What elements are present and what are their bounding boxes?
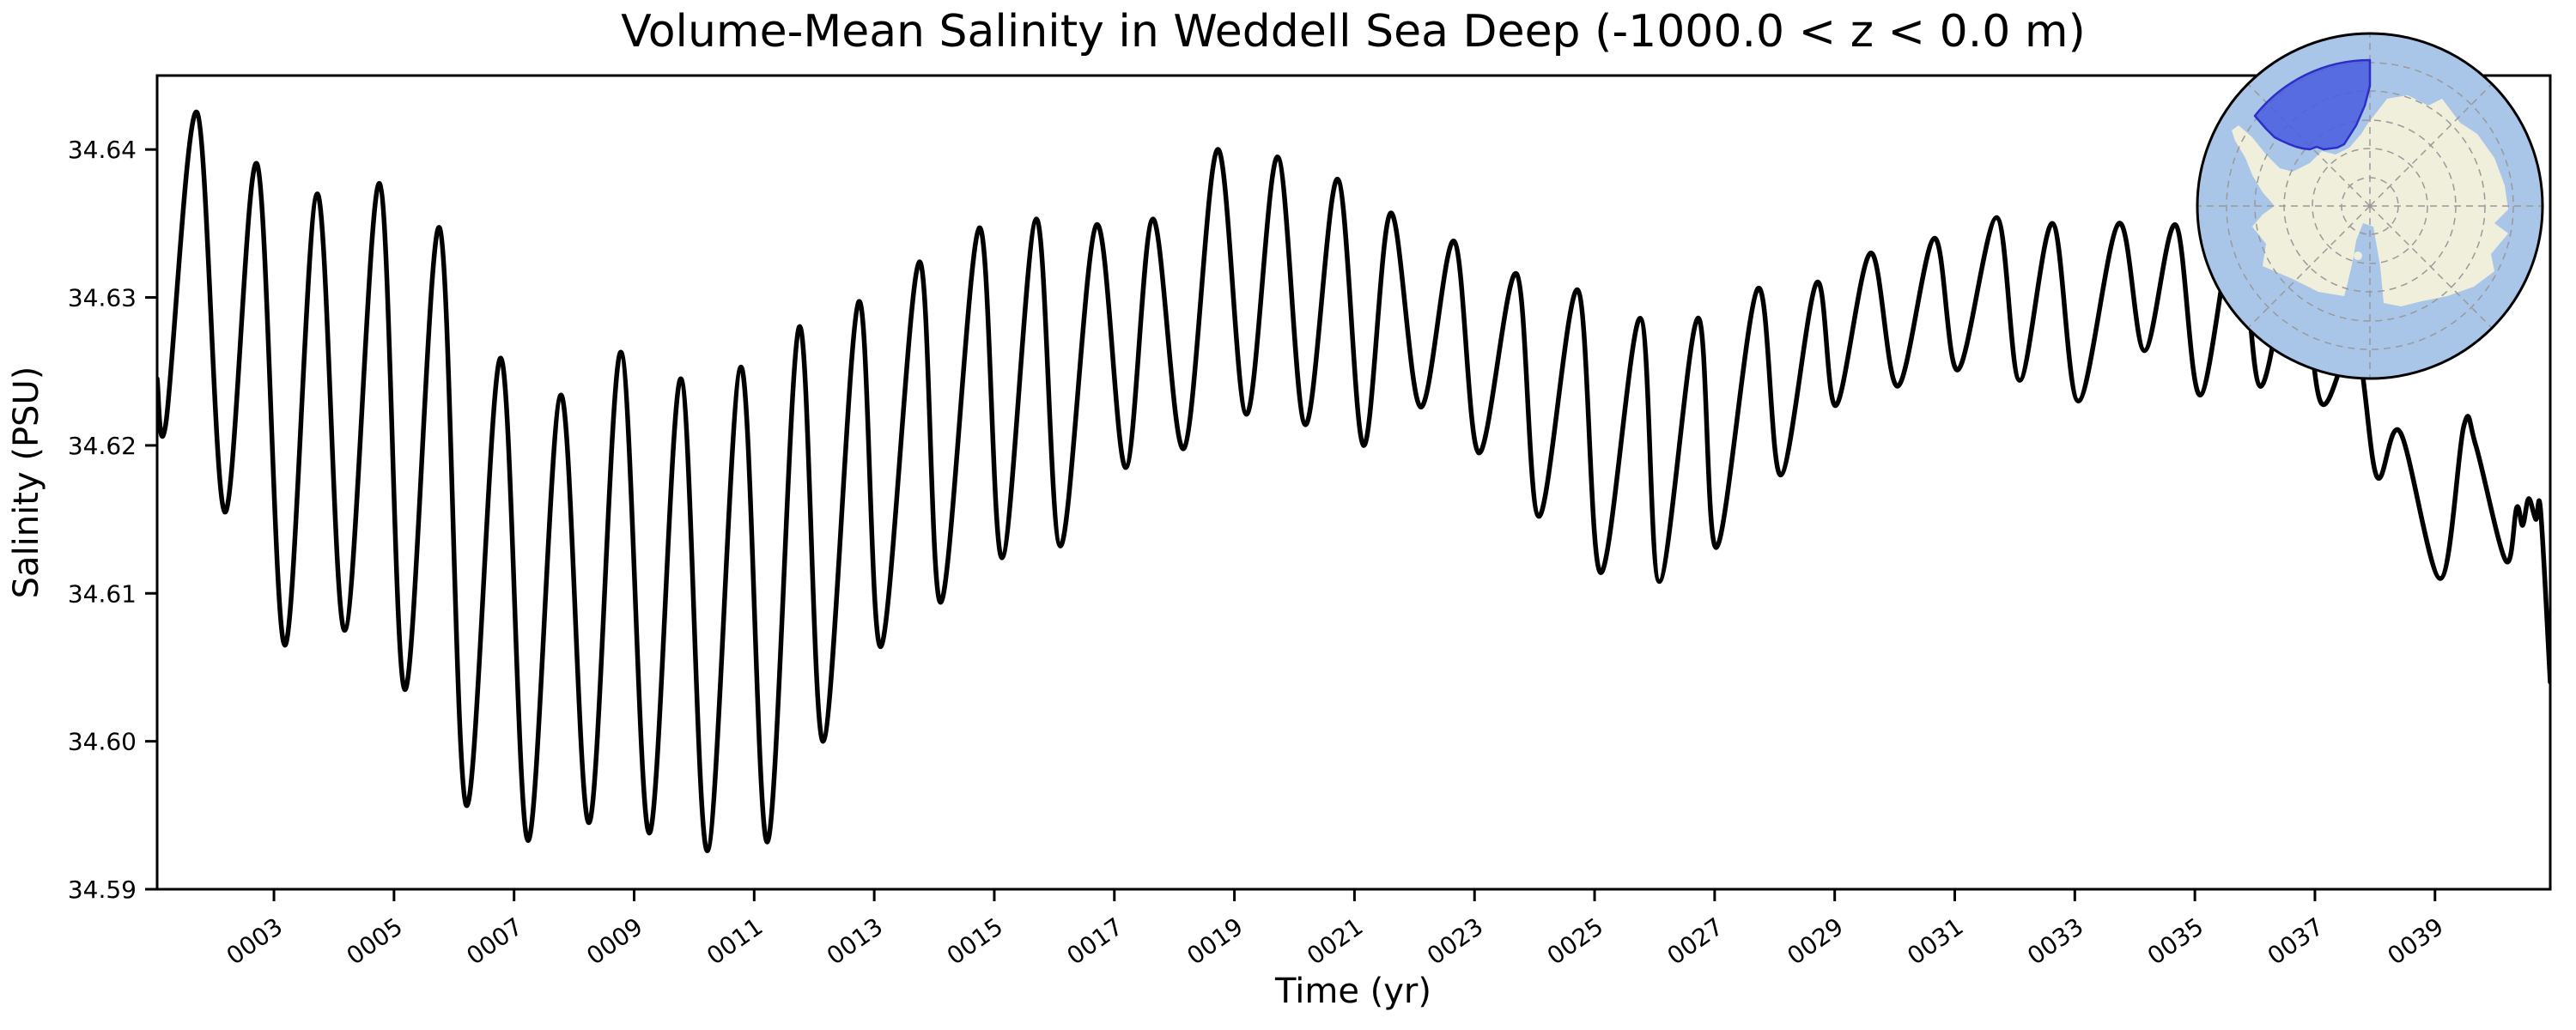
plot-frame: [155, 74, 2552, 891]
graticule-meridian: [2247, 205, 2371, 329]
salinity-line: [157, 110, 2550, 853]
y-tick-label: 34.60: [68, 728, 137, 756]
x-tick-label: 0029: [1782, 912, 1848, 971]
y-tick-label: 34.64: [68, 136, 137, 164]
x-tick-label: 0011: [702, 912, 768, 971]
x-tick-label: 0037: [2263, 912, 2329, 971]
x-tick-label: 0003: [222, 912, 288, 971]
x-tick-label: 0015: [942, 912, 1008, 971]
x-tick-label: 0035: [2142, 912, 2208, 971]
page-title: Volume-Mean Salinity in Weddell Sea Deep…: [621, 6, 2086, 58]
x-tick-label: 0023: [1422, 912, 1488, 971]
y-axis-ticks: 34.59 34.60 34.61 34.62 34.63 34.64: [68, 136, 157, 904]
x-tick-label: 0005: [342, 912, 408, 971]
x-tick-label: 0007: [461, 912, 527, 971]
y-axis-label: Salinity (PSU): [7, 367, 46, 599]
island: [2354, 251, 2362, 260]
x-tick-label: 0025: [1542, 912, 1608, 971]
x-tick-label: 0039: [2382, 912, 2448, 971]
y-tick-label: 34.59: [68, 876, 137, 904]
x-axis-ticks: 0003 0005 0007 0009 0011 0013 0015 0017 0019 0021…: [222, 889, 2449, 971]
weddell-sea-highlight-region: [2253, 58, 2372, 151]
x-tick-label: 0033: [2022, 912, 2088, 971]
graticule-ring: [2312, 148, 2428, 264]
x-tick-label: 0027: [1662, 912, 1728, 971]
graticule-meridian: [2369, 205, 2493, 329]
x-axis-label: Time (yr): [1274, 972, 1431, 1011]
x-tick-label: 0017: [1061, 912, 1127, 971]
graticule-meridian: [2369, 83, 2493, 207]
x-tick-label: 0019: [1182, 912, 1248, 971]
antarctica-inset-map: [2196, 32, 2544, 380]
y-tick-label: 34.62: [68, 432, 137, 460]
y-tick-label: 34.61: [68, 579, 137, 608]
x-tick-label: 0009: [581, 912, 647, 971]
x-tick-label: 0013: [822, 912, 888, 971]
y-tick-label: 34.63: [68, 284, 137, 312]
map-border-circle: [2196, 32, 2544, 380]
island: [2313, 173, 2320, 180]
x-tick-label: 0031: [1902, 912, 1968, 971]
island: [2294, 259, 2301, 266]
x-tick-label: 0021: [1302, 912, 1368, 971]
